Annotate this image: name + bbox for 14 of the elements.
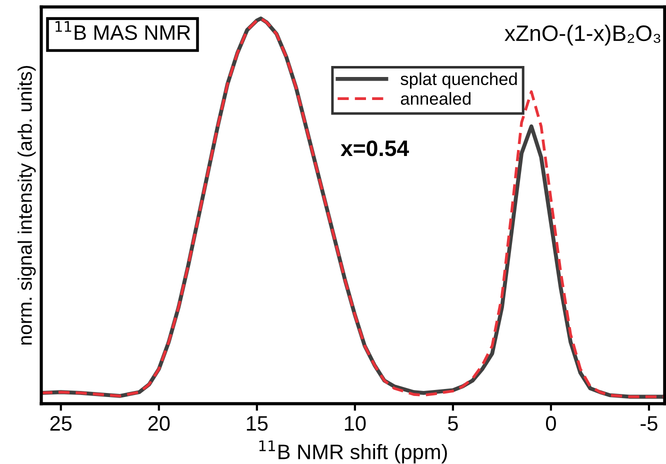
x-axis-title: $^{11}$B NMR shift (ppm) xyxy=(259,440,447,464)
legend-label: annealed xyxy=(400,92,470,105)
x-tick-label: -5 xyxy=(640,416,658,431)
x-tick-label: 15 xyxy=(246,416,268,431)
annotation: xZnO-(1-x)B₂O₃ xyxy=(504,24,660,46)
legend-label: splat quenched xyxy=(400,72,517,89)
y-axis-title: norm. signal intensity (arb. units) xyxy=(18,66,36,345)
annotation: $^{11}$B MAS NMR xyxy=(56,21,190,40)
x-tick-label: 20 xyxy=(148,416,170,431)
x-tick-label: 0 xyxy=(546,416,556,431)
x-tick-label: 10 xyxy=(344,416,366,431)
x-tick-label: 25 xyxy=(50,416,72,431)
annotation: x=0.54 xyxy=(340,140,409,156)
x-tick-label: 5 xyxy=(448,416,458,431)
